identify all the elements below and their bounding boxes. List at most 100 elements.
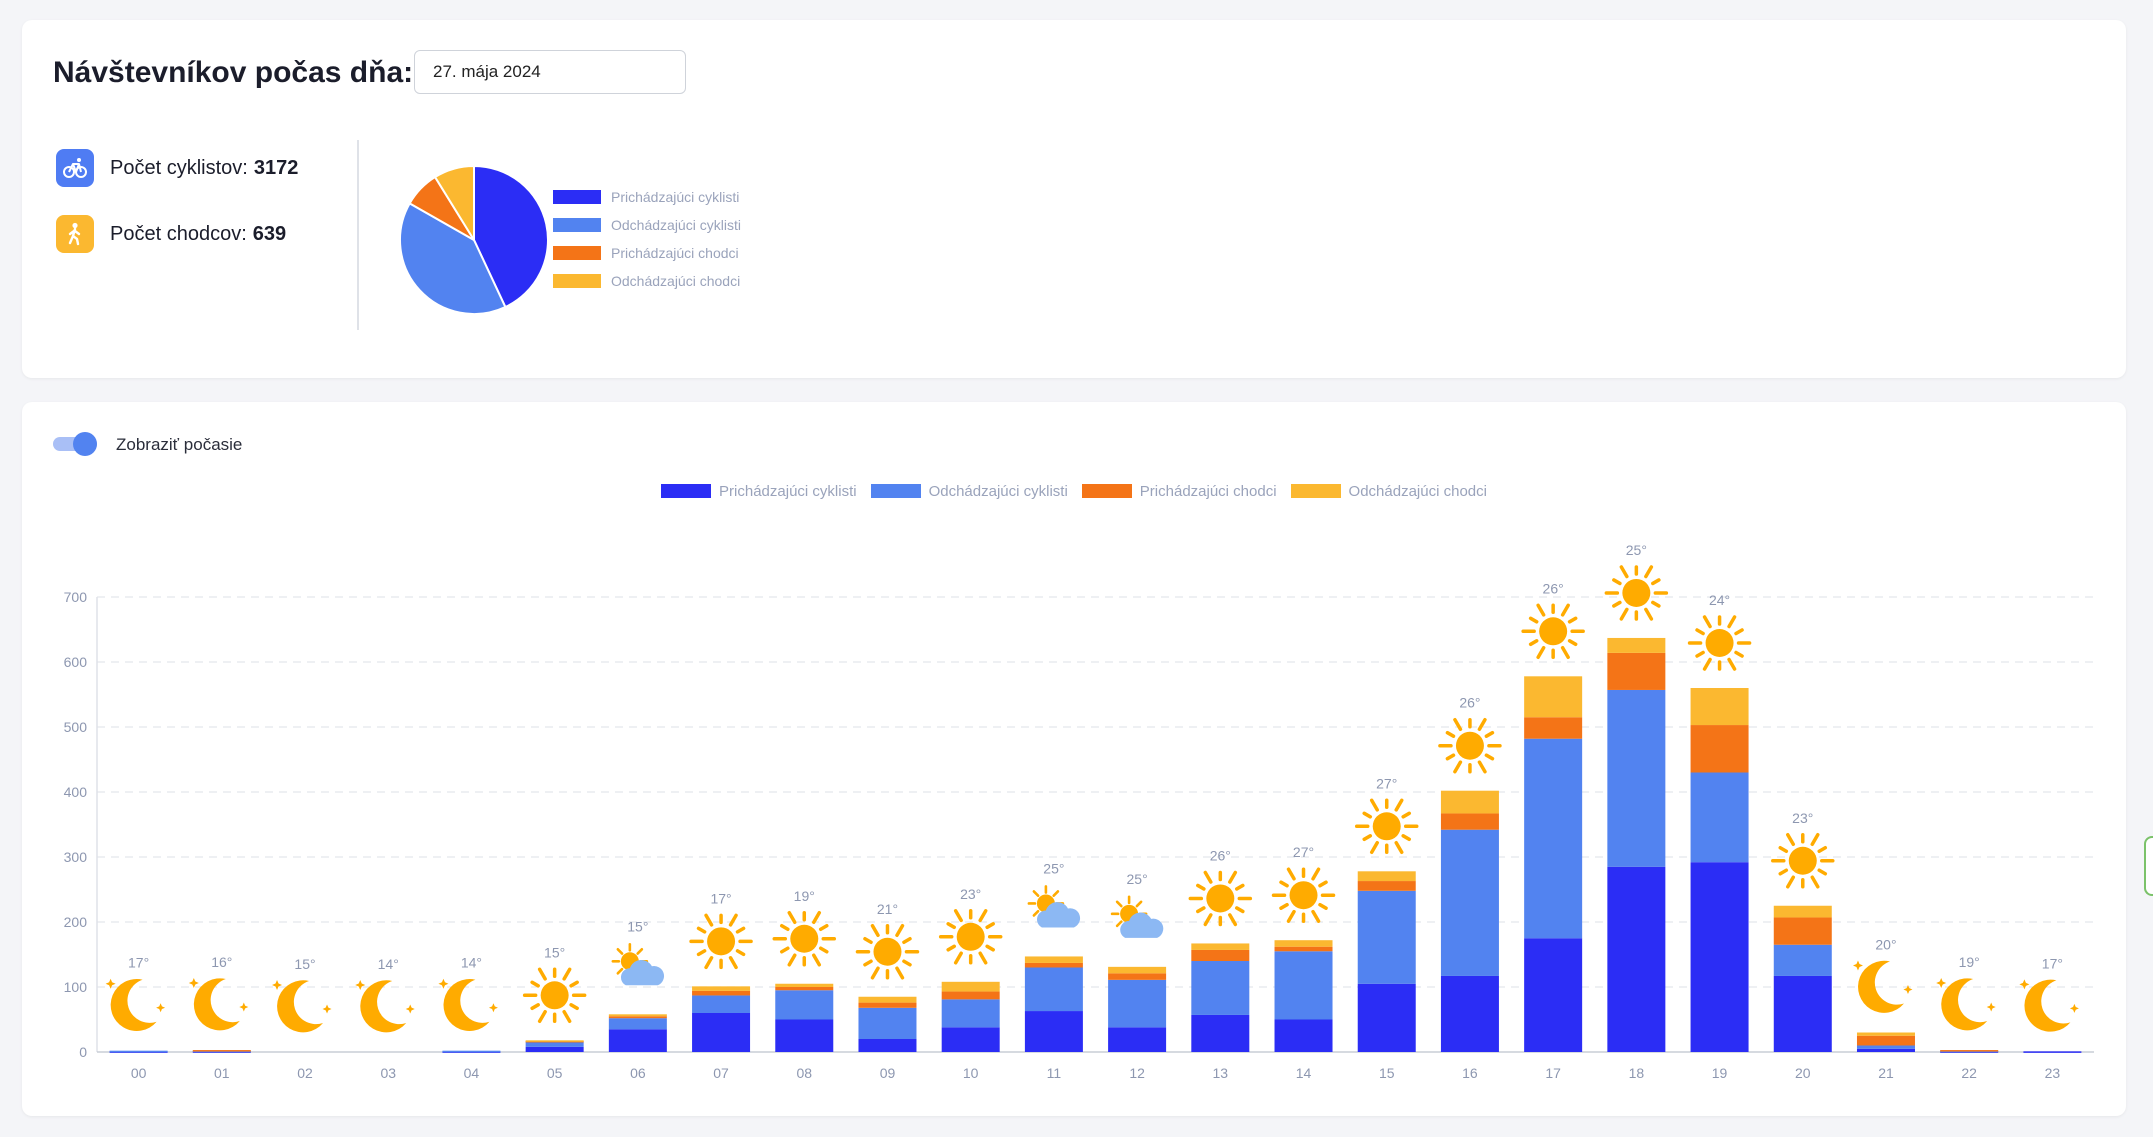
bar-segment-odchadzajuci-cyklisti[interactable] (1357, 890, 1416, 984)
bar-segment-prichadzajuci-chodci[interactable] (858, 1002, 917, 1008)
bar-segment-prichadzajuci-chodci[interactable] (1108, 973, 1167, 980)
x-tick-label: 18 (1629, 1065, 1645, 1081)
bar-segment-odchadzajuci-cyklisti[interactable] (1108, 979, 1167, 1028)
bar-segment-odchadzajuci-chodci[interactable] (775, 983, 834, 987)
bar-segment-odchadzajuci-cyklisti[interactable] (1191, 961, 1250, 1015)
bar-segment-prichadzajuci-chodci[interactable] (1274, 946, 1333, 952)
bar-segment-prichadzajuci-cyklisti[interactable] (1191, 1014, 1250, 1052)
bar-segment-prichadzajuci-cyklisti[interactable] (1524, 938, 1583, 1052)
bar-segment-prichadzajuci-cyklisti[interactable] (1856, 1048, 1915, 1052)
bar-segment-odchadzajuci-chodci[interactable] (1690, 688, 1749, 726)
bar-segment-prichadzajuci-cyklisti[interactable] (1357, 983, 1416, 1052)
bar-segment-prichadzajuci-cyklisti[interactable] (525, 1046, 584, 1052)
bar-segment-prichadzajuci-cyklisti[interactable] (1274, 1019, 1333, 1053)
bar-segment-odchadzajuci-cyklisti[interactable] (1440, 829, 1499, 976)
legend-label: Odchádzajúci chodci (1348, 482, 1487, 500)
bar-segment-odchadzajuci-chodci[interactable] (608, 1014, 667, 1017)
side-feedback-tab[interactable] (2144, 836, 2153, 896)
bar-segment-prichadzajuci-cyklisti[interactable] (1690, 862, 1749, 1052)
bar-segment-odchadzajuci-cyklisti[interactable] (525, 1041, 584, 1047)
bar-segment-odchadzajuci-cyklisti[interactable] (941, 999, 1000, 1028)
y-tick-label: 500 (64, 719, 88, 735)
bar-segment-prichadzajuci-cyklisti[interactable] (1773, 975, 1832, 1052)
date-picker-input[interactable] (414, 50, 686, 94)
temperature-label: 17° (2042, 955, 2063, 971)
x-tick-label: 11 (1047, 1065, 1062, 1081)
bar-legend-item[interactable]: Odchádzajúci cyklisti (870, 477, 1068, 505)
bar-legend-item[interactable]: Odchádzajúci chodci (1290, 477, 1487, 505)
bar-segment-prichadzajuci-chodci[interactable] (692, 990, 751, 996)
pie-legend-item[interactable]: Odchádzajúci cyklisti (553, 211, 741, 239)
bar-segment-prichadzajuci-chodci[interactable] (1440, 813, 1499, 830)
bar-segment-odchadzajuci-chodci[interactable] (1773, 905, 1832, 918)
bar-segment-prichadzajuci-chodci[interactable] (941, 991, 1000, 1000)
temperature-label: 15° (627, 918, 648, 934)
bar-segment-prichadzajuci-cyklisti[interactable] (941, 1027, 1000, 1052)
bar-segment-prichadzajuci-cyklisti[interactable] (775, 1019, 834, 1053)
bar-segment-prichadzajuci-chodci[interactable] (1357, 881, 1416, 891)
bar-segment-odchadzajuci-chodci[interactable] (1274, 940, 1333, 947)
bar-segment-odchadzajuci-cyklisti[interactable] (858, 1007, 917, 1039)
bar-segment-prichadzajuci-cyklisti[interactable] (1024, 1011, 1083, 1052)
bar-segment-odchadzajuci-cyklisti[interactable] (775, 990, 834, 1020)
bar-segment-odchadzajuci-chodci[interactable] (1856, 1032, 1915, 1036)
bar-segment-odchadzajuci-chodci[interactable] (1440, 790, 1499, 814)
bar-segment-odchadzajuci-cyklisti[interactable] (1024, 967, 1083, 1012)
bar-segment-prichadzajuci-cyklisti[interactable] (692, 1013, 751, 1052)
y-tick-label: 600 (64, 654, 88, 670)
x-tick-label: 05 (547, 1065, 563, 1081)
weather-toggle[interactable] (53, 432, 99, 456)
bar-segment-prichadzajuci-chodci[interactable] (1773, 917, 1832, 945)
bar-segment-prichadzajuci-chodci[interactable] (1856, 1035, 1915, 1046)
bar-segment-prichadzajuci-chodci[interactable] (1607, 652, 1666, 690)
bar-segment-odchadzajuci-cyklisti[interactable] (1856, 1045, 1915, 1049)
bar-segment-odchadzajuci-chodci[interactable] (1024, 956, 1083, 963)
bar-segment-odchadzajuci-chodci[interactable] (1607, 637, 1666, 653)
bar-segment-odchadzajuci-cyklisti[interactable] (1274, 951, 1333, 1020)
legend-label: Odchádzajúci cyklisti (928, 482, 1068, 500)
bar-segment-prichadzajuci-cyklisti[interactable] (1108, 1027, 1167, 1052)
pie-slice-odchadzajuci-chodci[interactable] (433, 164, 475, 244)
bar-segment-prichadzajuci-chodci[interactable] (608, 1016, 667, 1019)
bar-segment-odchadzajuci-cyklisti[interactable] (1690, 772, 1749, 863)
pie-slice-odchadzajuci-cyklisti[interactable] (399, 202, 507, 315)
bar-segment-odchadzajuci-cyklisti[interactable] (692, 995, 751, 1013)
chart-card: Zobraziť počasie Prichádzajúci cyklisti O… (22, 402, 2126, 1116)
bar-segment-odchadzajuci-chodci[interactable] (1191, 943, 1250, 950)
bar-segment-odchadzajuci-cyklisti[interactable] (1524, 738, 1583, 939)
bar-segment-odchadzajuci-cyklisti[interactable] (1607, 689, 1666, 867)
bar-segment-odchadzajuci-cyklisti[interactable] (442, 1050, 501, 1053)
bar-segment-prichadzajuci-chodci[interactable] (192, 1050, 251, 1052)
temperature-label: 24° (1709, 592, 1730, 608)
pie-legend-item[interactable]: Prichádzajúci chodci (553, 239, 741, 267)
bar-segment-odchadzajuci-cyklisti[interactable] (608, 1018, 667, 1030)
x-tick-label: 06 (630, 1065, 646, 1081)
pie-slice-prichadzajuci-cyklisti[interactable] (473, 164, 549, 309)
bar-segment-odchadzajuci-chodci[interactable] (1357, 871, 1416, 882)
bar-segment-odchadzajuci-chodci[interactable] (1524, 676, 1583, 718)
bar-legend-item[interactable]: Prichádzajúci chodci (1081, 477, 1277, 505)
bar-segment-prichadzajuci-chodci[interactable] (1524, 717, 1583, 739)
bar-segment-prichadzajuci-chodci[interactable] (1690, 725, 1749, 773)
bar-segment-prichadzajuci-chodci[interactable] (775, 987, 834, 991)
bar-segment-odchadzajuci-chodci[interactable] (1108, 966, 1167, 974)
bar-legend-item[interactable]: Prichádzajúci cyklisti (661, 477, 857, 505)
bar-segment-prichadzajuci-chodci[interactable] (1940, 1050, 1999, 1052)
bar-segment-odchadzajuci-chodci[interactable] (692, 986, 751, 991)
pie-legend-item[interactable]: Odchádzajúci chodci (553, 267, 741, 295)
bar-segment-prichadzajuci-chodci[interactable] (1024, 962, 1083, 968)
x-tick-label: 04 (464, 1065, 480, 1081)
bar-segment-odchadzajuci-chodci[interactable] (525, 1040, 584, 1042)
bar-segment-odchadzajuci-cyklisti[interactable] (1773, 944, 1832, 976)
bar-segment-prichadzajuci-chodci[interactable] (1191, 949, 1250, 961)
bar-segment-odchadzajuci-chodci[interactable] (941, 981, 1000, 992)
bar-segment-prichadzajuci-cyklisti[interactable] (1607, 866, 1666, 1052)
bar-segment-prichadzajuci-cyklisti[interactable] (1440, 975, 1499, 1052)
bar-segment-prichadzajuci-cyklisti[interactable] (2023, 1051, 2082, 1053)
bar-segment-odchadzajuci-chodci[interactable] (858, 996, 917, 1003)
bar-chart-legend: Prichádzajúci cyklisti Odchádzajúci cykli… (22, 477, 2126, 505)
pie-legend-item[interactable]: Prichádzajúci cyklisti (553, 183, 741, 211)
bar-segment-prichadzajuci-cyklisti[interactable] (858, 1039, 917, 1052)
bar-segment-prichadzajuci-cyklisti[interactable] (608, 1029, 667, 1052)
bar-segment-odchadzajuci-cyklisti[interactable] (109, 1050, 168, 1053)
